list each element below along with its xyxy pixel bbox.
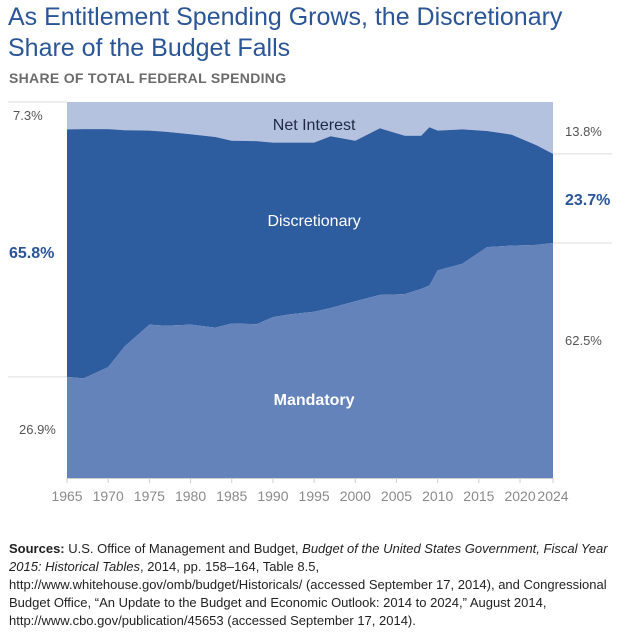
sources-label: Sources: — [9, 541, 65, 556]
x-tick-label-1965: 1965 — [51, 488, 82, 504]
x-tick-label-2020: 2020 — [504, 488, 535, 504]
x-tick-label-1970: 1970 — [93, 488, 124, 504]
x-tick-label-2010: 2010 — [422, 488, 453, 504]
area-label-discretionary: Discretionary — [267, 213, 360, 230]
area-label-net-interest: Net Interest — [273, 117, 356, 134]
end-label-mandatory: 62.5% — [565, 333, 602, 348]
start-label-mandatory: 26.9% — [19, 422, 56, 437]
sources-publication-title: Budget of the United States Government, … — [9, 541, 608, 574]
mandatory-area — [67, 243, 553, 478]
x-tick-label-2015: 2015 — [463, 488, 494, 504]
chart-subtitle: SHARE OF TOTAL FEDERAL SPENDING — [9, 70, 287, 86]
x-tick-label-1975: 1975 — [134, 488, 165, 504]
x-tick-label-2005: 2005 — [381, 488, 412, 504]
x-tick-label-1980: 1980 — [175, 488, 206, 504]
x-tick-label-2024: 2024 — [537, 488, 568, 504]
x-tick-label-2000: 2000 — [340, 488, 371, 504]
chart-title: As Entitlement Spending Grows, the Discr… — [8, 3, 563, 62]
x-tick-label-1995: 1995 — [299, 488, 330, 504]
end-label-net-interest: 13.8% — [565, 124, 602, 139]
discretionary-area — [67, 127, 553, 379]
end-label-discretionary: 23.7% — [565, 192, 610, 209]
net-interest-area — [67, 102, 553, 154]
sources-text-2: , 2014, pp. 158–164, Table 8.5, http://w… — [9, 559, 607, 628]
sources-text-1: U.S. Office of Management and Budget, — [64, 541, 303, 556]
area-label-mandatory: Mandatory — [274, 392, 355, 409]
sources-note: Sources: U.S. Office of Management and B… — [9, 540, 613, 630]
start-label-net-interest: 7.3% — [13, 108, 43, 123]
x-tick-label-1985: 1985 — [216, 488, 247, 504]
x-tick-label-1990: 1990 — [257, 488, 288, 504]
plot-area: Net Interest Discretionary Mandatory 7.3% 65… — [8, 101, 612, 504]
start-label-discretionary: 65.8% — [9, 245, 54, 262]
stacked-area-chart: Net Interest Discretionary Mandatory 7.3% 65… — [8, 101, 612, 504]
